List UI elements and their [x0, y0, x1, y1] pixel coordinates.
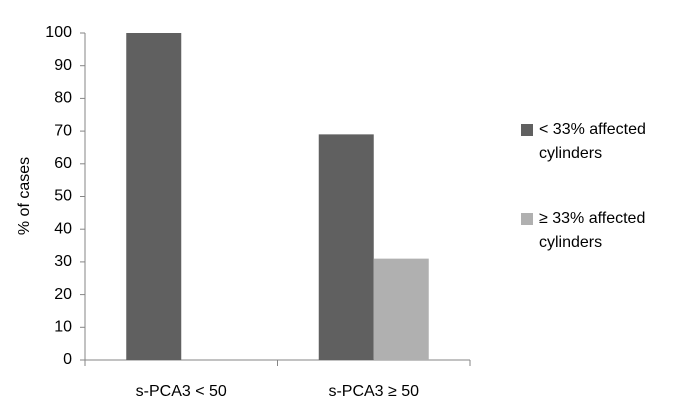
y-tick-label: 80 [54, 90, 72, 107]
y-tick-label: 100 [45, 24, 72, 41]
legend-swatch [521, 213, 533, 225]
legend: < 33% affected cylinders ≥ 33% affected cyl… [521, 121, 646, 251]
legend-label: ≥ 33% affected [539, 210, 645, 227]
y-axis: 0 10 20 30 40 50 60 70 80 90 100 [45, 24, 86, 368]
legend-swatch [521, 124, 533, 136]
y-tick-label: 0 [63, 351, 72, 368]
y-tick-label: 40 [54, 220, 72, 237]
y-tick-label: 90 [54, 57, 72, 74]
bar [318, 134, 374, 360]
y-tick-label: 50 [54, 188, 72, 205]
bars [126, 33, 429, 360]
x-category-label: s-PCA3 < 50 [136, 383, 227, 400]
x-category-label: s-PCA3 ≥ 50 [328, 383, 419, 400]
x-axis: s-PCA3 < 50 s-PCA3 ≥ 50 [84, 359, 471, 400]
legend-label-line2: cylinders [539, 234, 602, 251]
y-tick-label: 60 [54, 155, 72, 172]
y-tick-label: 70 [54, 122, 72, 139]
y-tick-label: 10 [54, 319, 72, 336]
legend-label: < 33% affected [539, 121, 646, 138]
y-tick-label: 30 [54, 253, 72, 270]
legend-label-line2: cylinders [539, 145, 602, 162]
bar [126, 33, 182, 360]
bar [373, 258, 429, 360]
y-axis-label: % of cases [16, 157, 33, 235]
y-tick-label: 20 [54, 286, 72, 303]
